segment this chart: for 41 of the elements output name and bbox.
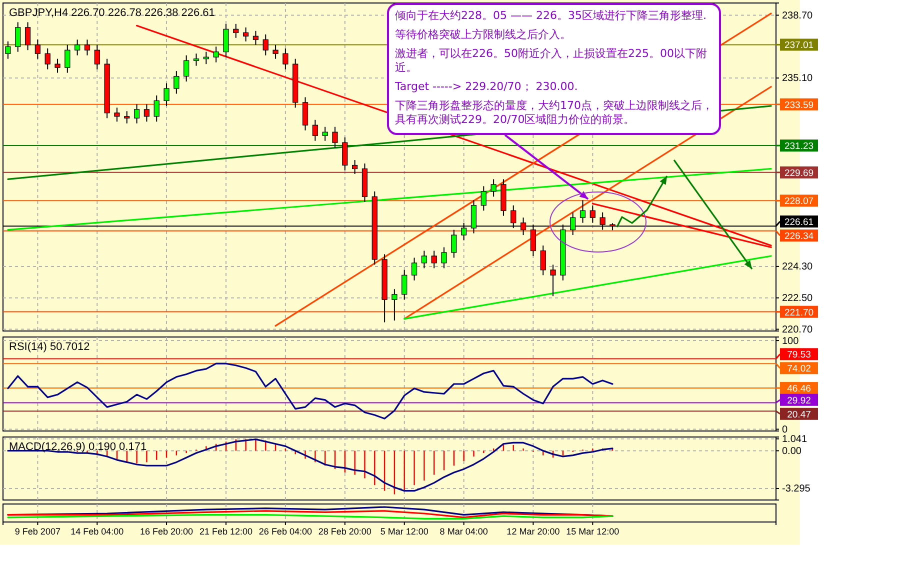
ref-line-label: 226.61 (784, 217, 814, 228)
y-tick-label: 235.10 (782, 73, 814, 84)
ref-line-label: 228.07 (784, 196, 814, 208)
chart-title: RSI(14) 50.7012 (9, 341, 90, 353)
x-tick-label: 12 Mar 20:00 (506, 526, 560, 536)
x-tick-label: 15 Mar 12:00 (566, 526, 620, 536)
chart-title: MACD(12,26,9) 0.190 0.171 (9, 441, 147, 453)
y-tick-label: 222.50 (782, 293, 814, 304)
y-tick-label: 1.041 (782, 434, 808, 446)
annotation: 激进者，可以在226。50附近介入，止损设置在225。00以下附近。 (395, 47, 707, 74)
ref-line-label: 231.23 (784, 141, 814, 152)
y-tick-label: 238.70 (782, 10, 814, 22)
x-tick-label: 5 Mar 12:00 (380, 526, 428, 536)
chart-title: GBPJPY,H4 226.70 226.78 226.38 226.61 (9, 7, 215, 19)
x-tick-label: 21 Feb 12:00 (199, 526, 253, 536)
ref-line-label: 20.47 (787, 409, 811, 420)
annotation: Target -----> 229.20/70； 230.00. (394, 80, 578, 93)
y-tick-label: -3.295 (782, 484, 811, 495)
ref-line-label: 233.59 (784, 100, 814, 111)
ref-line-label: 237.01 (784, 40, 814, 52)
x-tick-label: 26 Feb 04:00 (258, 526, 312, 536)
y-tick-label: 100 (782, 336, 800, 347)
x-tick-label: 9 Feb 2007 (14, 526, 60, 536)
ref-line-label: 221.70 (784, 307, 814, 318)
y-tick-label: 224.30 (782, 262, 814, 273)
ref-line-label: 229.69 (784, 168, 814, 179)
annotation: 倾向于在大约228。05 —— 226。35区域进行下降三角形整理. (395, 9, 706, 22)
ref-line-label: 226.34 (784, 231, 814, 242)
x-tick-label: 8 Mar 04:00 (440, 526, 488, 536)
x-tick-label: 14 Feb 04:00 (70, 526, 124, 536)
y-tick-label: 0 (782, 424, 788, 436)
x-tick-label: 16 Feb 20:00 (140, 526, 194, 536)
annotation: 等待价格突破上方限制线之后介入。 (395, 28, 571, 41)
y-tick-label: 220.70 (782, 324, 814, 336)
annotation: 下降三角形盘整形态的量度，大约170点，突破上边限制线之后，具有再次测试229。20/70区域阻力价位的前景。 (395, 99, 713, 126)
x-tick-label: 28 Feb 20:00 (318, 526, 372, 536)
ref-line-label: 46.46 (787, 384, 811, 395)
ref-line-label: 79.53 (787, 350, 811, 361)
ref-line-label: 29.92 (787, 395, 811, 406)
y-tick-label: 0.00 (782, 446, 802, 457)
ref-line-label: 74.02 (787, 364, 811, 375)
